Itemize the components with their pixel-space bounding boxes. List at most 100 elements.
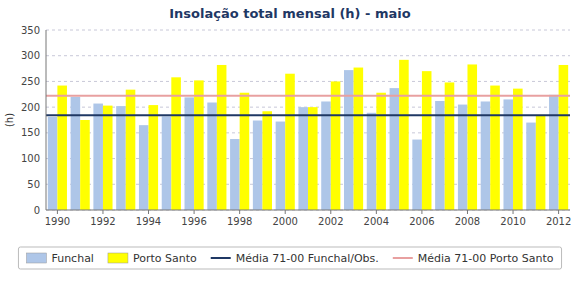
legend-frame bbox=[18, 247, 561, 269]
bar bbox=[412, 140, 422, 210]
x-tick-label: 1994 bbox=[136, 216, 161, 227]
x-tick bbox=[102, 210, 103, 214]
bar bbox=[490, 86, 500, 210]
bar bbox=[331, 81, 341, 210]
x-tick-label: 2002 bbox=[318, 216, 343, 227]
x-tick-label: 1992 bbox=[90, 216, 115, 227]
x-tick-label: 2010 bbox=[500, 216, 525, 227]
bar bbox=[116, 106, 126, 210]
bar bbox=[422, 71, 432, 210]
legend-swatch bbox=[108, 253, 128, 263]
legend-swatch bbox=[26, 253, 46, 263]
bar bbox=[559, 65, 569, 210]
y-axis-label: (h) bbox=[4, 113, 15, 127]
bar bbox=[57, 86, 67, 210]
x-tick-label: 2008 bbox=[455, 216, 480, 227]
x-tick bbox=[148, 210, 149, 214]
bar bbox=[139, 125, 149, 210]
grid-line bbox=[46, 81, 570, 82]
bar bbox=[308, 107, 318, 210]
bar bbox=[276, 122, 286, 210]
y-tick-label: 200 bbox=[21, 102, 40, 113]
y-tick-label: 50 bbox=[27, 179, 40, 190]
bar bbox=[230, 139, 240, 210]
x-tick bbox=[239, 210, 240, 214]
grid-line bbox=[46, 210, 570, 211]
bar bbox=[526, 123, 536, 210]
legend-item: Porto Santo bbox=[108, 252, 197, 265]
x-tick-label: 2004 bbox=[364, 216, 389, 227]
bar bbox=[171, 77, 181, 210]
grid-line bbox=[46, 30, 570, 31]
x-tick bbox=[558, 210, 559, 214]
bar bbox=[262, 111, 272, 210]
bar bbox=[71, 97, 81, 210]
bar bbox=[103, 106, 113, 210]
bar bbox=[80, 120, 90, 210]
legend-item: Funchal bbox=[26, 252, 94, 265]
x-tick bbox=[513, 210, 514, 214]
bar bbox=[149, 105, 159, 210]
bar bbox=[354, 68, 364, 210]
y-tick-label: 350 bbox=[21, 25, 40, 36]
bar bbox=[344, 70, 354, 210]
y-axis-line bbox=[46, 30, 47, 210]
legend-swatch bbox=[393, 257, 413, 259]
marks bbox=[46, 60, 570, 210]
x-tick-label: 1998 bbox=[227, 216, 252, 227]
bar bbox=[194, 80, 204, 210]
chart: Insolação total mensal (h) - maio 0 50 100 1… bbox=[0, 0, 580, 282]
x-tick bbox=[421, 210, 422, 214]
x-tick bbox=[376, 210, 377, 214]
bar bbox=[435, 101, 445, 210]
bar bbox=[445, 82, 455, 210]
bar bbox=[217, 65, 227, 210]
y-tick-label: 150 bbox=[21, 127, 40, 138]
title: Insolação total mensal (h) - maio bbox=[169, 6, 411, 21]
bar bbox=[93, 104, 103, 210]
legend-label: Média 71-00 Porto Santo bbox=[418, 252, 554, 265]
x-tick-label: 2006 bbox=[409, 216, 434, 227]
x-tick bbox=[285, 210, 286, 214]
bar bbox=[48, 117, 58, 210]
y-tick-label: 0 bbox=[34, 205, 40, 216]
bar bbox=[467, 64, 477, 210]
x-tick bbox=[194, 210, 195, 214]
x-axis-line bbox=[46, 210, 570, 211]
legend-label: Média 71-00 Funchal/Obs. bbox=[236, 252, 379, 265]
bar bbox=[240, 93, 250, 210]
legend-label: Funchal bbox=[51, 252, 94, 265]
reference-line bbox=[46, 114, 570, 116]
legend-label: Porto Santo bbox=[133, 252, 197, 265]
y-tick-label: 100 bbox=[21, 153, 40, 164]
reference-line bbox=[46, 95, 570, 97]
x-tick-label: 2012 bbox=[546, 216, 571, 227]
legend: Funchal Porto Santo Média 71-00 Funchal/Ob… bbox=[18, 247, 561, 269]
bar bbox=[207, 103, 217, 210]
grid-line bbox=[46, 55, 570, 56]
x-tick-label: 2000 bbox=[272, 216, 297, 227]
legend-item: Média 71-00 Porto Santo bbox=[393, 252, 554, 265]
x-tick-label: 1996 bbox=[181, 216, 206, 227]
bar bbox=[185, 97, 195, 210]
x-tick bbox=[330, 210, 331, 214]
bar bbox=[390, 88, 400, 210]
bar bbox=[298, 107, 308, 210]
bar bbox=[549, 95, 559, 210]
bar bbox=[162, 116, 172, 210]
bar bbox=[513, 89, 523, 210]
bar bbox=[458, 105, 468, 210]
bar bbox=[399, 60, 409, 210]
legend-item: Média 71-00 Funchal/Obs. bbox=[211, 252, 379, 265]
bar bbox=[536, 115, 546, 210]
bar bbox=[376, 93, 386, 210]
legend-swatch bbox=[211, 257, 231, 259]
x-tick bbox=[57, 210, 58, 214]
bar bbox=[367, 113, 377, 210]
x-tick bbox=[467, 210, 468, 214]
bar bbox=[253, 121, 263, 210]
bar bbox=[285, 74, 295, 210]
y-tick-label: 300 bbox=[21, 50, 40, 61]
x-tick-label: 1990 bbox=[45, 216, 70, 227]
y-tick-label: 250 bbox=[21, 76, 40, 87]
